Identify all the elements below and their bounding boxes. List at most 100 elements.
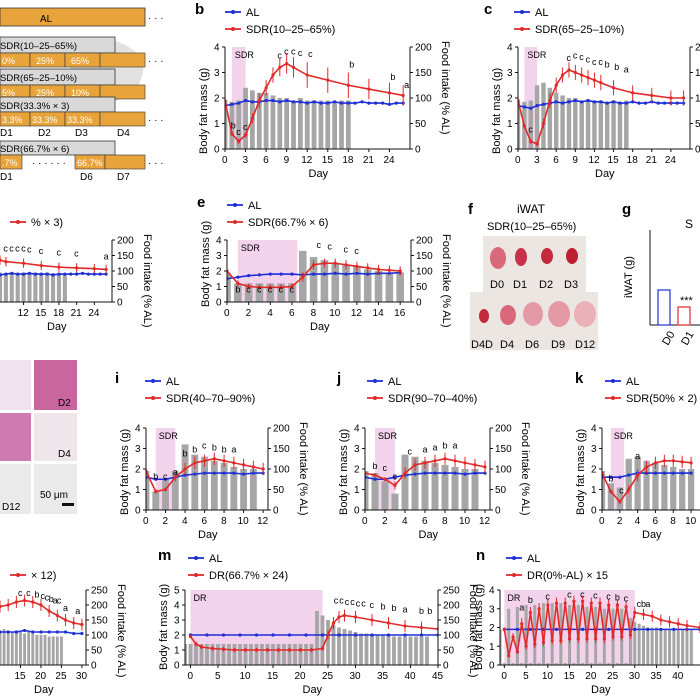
food-intake-bar: [297, 98, 303, 149]
day-label: D2: [38, 128, 51, 139]
significance-letter: c: [257, 285, 262, 295]
row-sdr4-label: SDR(66.7% × 6): [0, 144, 69, 155]
sdr-point: [685, 624, 689, 628]
row-sdr1-val: 0%: [2, 56, 15, 66]
significance-letter: c: [317, 240, 322, 250]
y-tick-label: 0: [507, 145, 513, 156]
food-intake-bar: [663, 629, 667, 665]
al-point: [586, 98, 590, 103]
row-sdr2-val: 5%: [2, 88, 15, 98]
al-point: [393, 475, 397, 479]
sdr-point: [383, 477, 387, 481]
sdr-point: [333, 261, 337, 265]
significance-letter: b: [641, 599, 646, 609]
sdr-point: [387, 91, 392, 95]
significance-letter: c: [580, 590, 585, 600]
food-intake-bar: [391, 493, 399, 510]
sdr-point: [403, 624, 407, 628]
sdr-point: [193, 461, 197, 465]
al-point: [222, 471, 226, 475]
food-intake-bar: [353, 632, 358, 665]
al-point: [193, 472, 197, 476]
sdr-point: [373, 473, 377, 477]
al-point: [21, 272, 26, 276]
food-intake-bar: [386, 635, 391, 665]
day-label-row2: D7: [117, 172, 130, 183]
al-point: [75, 272, 79, 276]
row-sdr2-val: 10%: [71, 88, 89, 98]
legend-sdr-marker: [520, 27, 524, 31]
legend-al-label: AL: [248, 200, 261, 212]
y2-tick-label: 100: [273, 465, 290, 476]
food-intake-bar: [234, 283, 242, 302]
y-tick-label: 1: [214, 119, 220, 130]
panel-f-iwat-photos: f iWAT SDR(10–25–65%) D0 D1 D2 D3 D4D D4…: [468, 201, 598, 351]
food-intake-bar: [461, 469, 469, 510]
y2-tick-label: 250: [443, 586, 460, 597]
sdr-point: [393, 483, 397, 487]
food-intake-bar: [320, 260, 329, 302]
x-tick-label: 16: [394, 308, 406, 319]
significance-letter: a: [404, 80, 409, 90]
sdr-point: [72, 621, 76, 625]
row-sdr3-val: 3.3%: [2, 115, 23, 125]
food-intake-bar: [21, 272, 26, 302]
al-point: [453, 471, 457, 475]
sdr-point: [669, 96, 673, 100]
al-point: [212, 471, 216, 475]
sdr-point: [39, 603, 43, 607]
x-tick-label: 2: [163, 516, 169, 527]
food-intake-bar: [589, 663, 593, 665]
sdr-point: [254, 648, 259, 652]
x-tick-label: 18: [342, 155, 354, 166]
food-intake-bar: [541, 603, 545, 665]
food-intake-bar: [309, 644, 314, 665]
sdr-point: [331, 621, 336, 625]
sdr-point: [276, 648, 281, 652]
tissue-photo: [515, 248, 527, 266]
sdr-point: [326, 633, 330, 637]
legend-al-label: AL: [535, 7, 548, 19]
sdr-point: [529, 139, 533, 143]
food-intake-bar: [414, 636, 418, 665]
plot-area: [518, 47, 686, 149]
al-point: [250, 100, 255, 104]
histo-image: [34, 413, 77, 461]
food-intake-bar: [43, 635, 47, 665]
significance-letter: b: [153, 471, 158, 481]
legend-sdr-label: DR(66.7% × 24): [209, 570, 288, 582]
al-point: [387, 102, 392, 106]
sdr-point: [581, 599, 585, 603]
y2-tick-label: 100: [416, 267, 433, 278]
y2-tick-label: 100: [91, 631, 108, 642]
y-tick-label: 4: [507, 43, 513, 54]
sdr-point: [346, 83, 350, 87]
photo-label: D4: [500, 339, 514, 351]
day-label: D4: [117, 128, 130, 139]
significance-letter: b: [222, 445, 227, 455]
sdr-point: [320, 646, 325, 651]
y2-tick-label: 100: [495, 465, 512, 476]
al-point: [242, 472, 246, 476]
sdr-point: [353, 615, 358, 619]
food-intake-bar: [47, 636, 51, 665]
food-intake-bar: [641, 625, 645, 665]
x-tick-label: 5: [215, 671, 221, 682]
legend-al-label: AL: [166, 376, 179, 388]
food-intake-bar: [249, 644, 253, 665]
y2-tick-label: 100: [443, 631, 460, 642]
significance-letter: c: [243, 122, 248, 132]
al-point: [353, 633, 358, 637]
sdr-point: [636, 473, 640, 477]
food-intake-bar: [255, 283, 264, 302]
sdr-point: [586, 76, 590, 80]
y-tick-label: 3: [174, 616, 180, 627]
sdr-point: [502, 627, 506, 631]
food-intake-bar: [397, 636, 402, 665]
panel-letter: n: [476, 547, 485, 564]
significance-letter: c: [566, 53, 571, 63]
row-sdr3-cell: [99, 111, 146, 127]
sdr-point: [31, 600, 35, 604]
sdr-point: [607, 603, 611, 607]
y2-tick-label: 50: [443, 646, 455, 657]
